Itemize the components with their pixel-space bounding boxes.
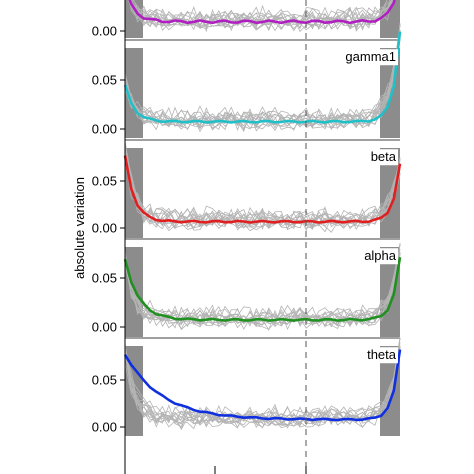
label-bg	[348, 49, 398, 66]
y-axis-label: absolute variation	[72, 177, 87, 279]
panel-theta: theta	[123, 337, 402, 436]
series-label: beta	[371, 149, 397, 164]
series-label: alpha	[364, 248, 397, 263]
panel-top	[125, 0, 400, 38]
trace	[124, 157, 401, 231]
label-bg	[362, 149, 398, 166]
y-tick-label: 0.00	[92, 24, 117, 39]
series-line	[123, 256, 402, 322]
series-label: theta	[367, 347, 397, 362]
label-bg	[355, 347, 398, 364]
y-tick-label: 0.05	[92, 271, 117, 286]
y-tick-label: 0.05	[92, 73, 117, 88]
panels: gamma1 beta alpha theta	[123, 0, 402, 436]
y-tick-label: 0.00	[92, 320, 117, 335]
trace	[129, 0, 395, 31]
trace	[124, 24, 401, 129]
panel-gamma1: gamma1	[123, 23, 402, 138]
trace	[132, 0, 388, 30]
y-tick-label: 0.00	[92, 122, 117, 137]
panel-alpha: alpha	[123, 238, 402, 337]
y-tick-label: 0.05	[92, 373, 117, 388]
y-tick-label: 0.00	[92, 420, 117, 435]
series-line	[123, 349, 402, 422]
series-line	[128, 0, 396, 25]
panel-beta: beta	[123, 139, 402, 238]
series-label: gamma1	[345, 49, 396, 64]
series-line	[123, 31, 402, 124]
y-tick-label: 0.05	[92, 174, 117, 189]
label-bg	[355, 248, 398, 265]
trace	[124, 348, 401, 426]
series-line	[123, 155, 402, 224]
trace	[124, 343, 401, 431]
trace	[124, 351, 401, 429]
trace	[124, 160, 401, 233]
y-axis: 0.00 0.05 0.00 0.05 0.00 0.05 0.00 0.05 0.00	[92, 0, 307, 474]
trace	[130, 0, 394, 29]
trace	[124, 151, 401, 230]
trace	[124, 151, 401, 229]
y-tick-label: 0.00	[92, 221, 117, 236]
